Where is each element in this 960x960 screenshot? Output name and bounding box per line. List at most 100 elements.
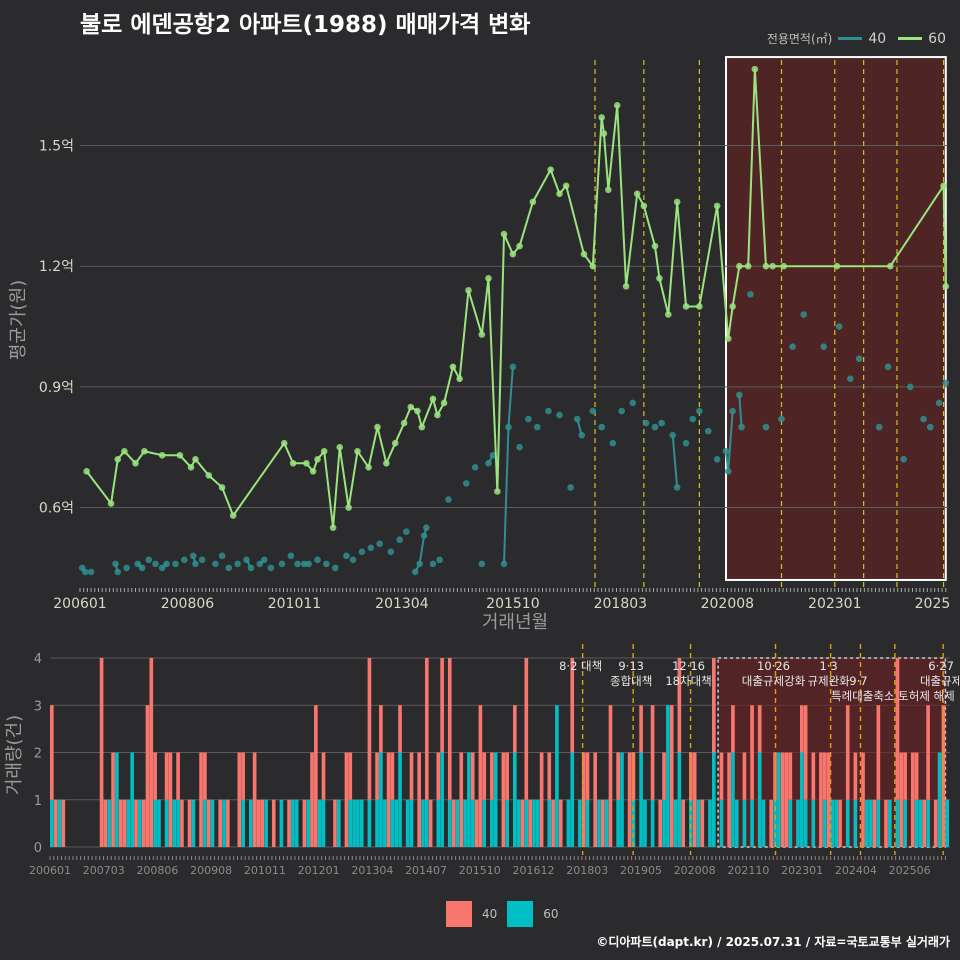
bar-60 [352, 799, 356, 847]
bar-40 [203, 752, 207, 800]
point-60 [456, 375, 463, 383]
bar-40 [61, 799, 66, 847]
bar-60 [130, 752, 134, 847]
point-40 [367, 544, 375, 552]
bar-40 [658, 799, 663, 847]
bar-60 [367, 799, 372, 847]
bar-40 [677, 658, 682, 753]
bar-60 [585, 799, 590, 847]
point-40 [485, 460, 492, 467]
bar-40 [111, 752, 115, 847]
bar-40 [711, 658, 716, 753]
point-60 [744, 262, 752, 270]
bar-60 [830, 799, 835, 847]
bar-60 [734, 799, 739, 847]
point-40 [875, 423, 883, 431]
bar-60 [153, 799, 157, 847]
bar-40 [742, 752, 747, 800]
point-40 [172, 560, 179, 568]
point-40 [163, 560, 170, 568]
bar-40 [547, 752, 552, 800]
bar-40 [669, 705, 674, 847]
bar-60 [532, 799, 536, 847]
bar-60 [425, 799, 429, 847]
point-60 [605, 186, 612, 194]
bar-40 [631, 752, 636, 800]
bar-40 [176, 752, 180, 800]
bar-60 [210, 799, 215, 847]
bar-60 [291, 799, 295, 847]
bar-40 [727, 752, 731, 847]
point-40 [403, 528, 410, 535]
bar-60 [566, 799, 571, 847]
bar-60 [639, 752, 643, 847]
bar-60 [493, 752, 498, 847]
x-axis-label: 거래년월 [482, 612, 548, 633]
bar-x-tick-label: 201905 [620, 864, 662, 877]
point-60 [600, 130, 608, 137]
bar-60 [405, 799, 410, 847]
highlight-region [725, 56, 947, 581]
bar-x-tick-label: 200806 [136, 864, 178, 877]
bar-60 [463, 799, 467, 847]
bar-40 [627, 752, 632, 847]
point-60 [651, 242, 659, 250]
bar-legend-swatch-40 [446, 901, 472, 927]
chart-title: 불로 에덴공항2 아파트(1988) 매매가격 변화 [80, 12, 531, 38]
point-60 [724, 335, 732, 342]
bar-40 [271, 799, 276, 847]
point-40 [835, 323, 843, 330]
bar-60 [750, 799, 754, 847]
bar-40 [218, 799, 223, 847]
bar-40 [447, 658, 452, 800]
point-40 [738, 423, 745, 431]
point-60 [780, 262, 788, 270]
y-tick-label: 0.6억 [39, 501, 74, 517]
bar-40 [845, 705, 850, 800]
bar-60 [711, 752, 716, 847]
point-40 [651, 423, 659, 431]
point-40 [906, 383, 914, 391]
point-60 [562, 182, 570, 190]
bar-40 [872, 799, 877, 847]
series-segment-40 [671, 435, 679, 488]
bar-60 [421, 799, 425, 847]
bar-60 [761, 799, 766, 847]
point-40 [462, 480, 470, 487]
bar-40 [440, 658, 444, 753]
point-40 [573, 415, 581, 423]
point-40 [578, 431, 586, 439]
bar-60 [650, 799, 655, 847]
point-60 [580, 250, 588, 258]
legend-swatch-40 [838, 37, 863, 40]
price-chart: 0.6억 0.9억 1.2억 1.5억 200601 200806 201011 201304… [8, 56, 950, 633]
bar-60 [115, 752, 119, 847]
point-40 [323, 560, 330, 568]
point-60 [465, 287, 472, 294]
point-60 [429, 395, 437, 403]
bar-40 [379, 705, 383, 753]
top-legend: 전용면적(㎡) 40 60 [767, 30, 952, 47]
bar-60 [662, 799, 666, 847]
bar-40 [520, 799, 525, 847]
bar-60 [359, 799, 364, 847]
point-40 [396, 536, 403, 544]
bar-40 [681, 799, 686, 847]
footer-credit: ©디아파트(dapt.kr) / 2025.07.31 / 자료=국토교통부 실… [596, 935, 950, 949]
bar-40 [528, 799, 532, 847]
bar-60 [390, 799, 395, 847]
bar-60 [677, 752, 682, 847]
point-40 [471, 464, 479, 471]
point-40 [82, 568, 89, 576]
point-60 [309, 468, 317, 475]
bar-40 [551, 799, 555, 847]
point-60 [942, 283, 950, 290]
bar-60 [597, 799, 601, 847]
bar-x-tick-label: 201510 [459, 864, 501, 877]
bar-60 [689, 799, 693, 847]
bar-60 [604, 799, 609, 847]
point-60 [414, 407, 421, 415]
point-60 [187, 464, 195, 471]
bar-40 [145, 705, 150, 847]
